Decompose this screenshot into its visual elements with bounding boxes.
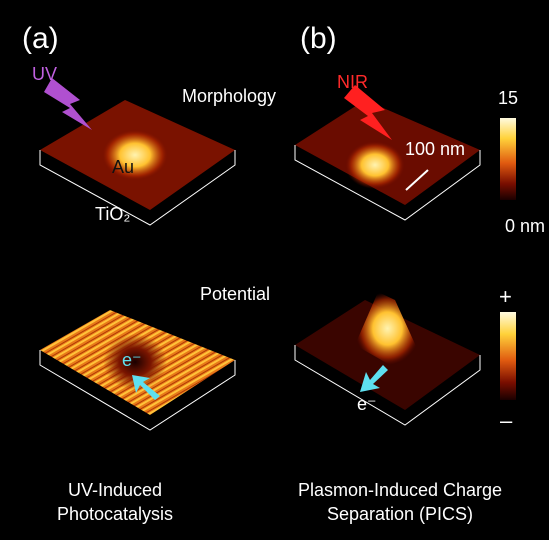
caption: Plasmon-Induced Charge [298, 480, 502, 500]
uv-bolt [44, 78, 92, 130]
electron-label: e⁻ [357, 394, 377, 414]
particle [345, 141, 405, 189]
particle-label: Au [112, 157, 134, 177]
panel-label: (a) [22, 22, 59, 55]
panel-label: (b) [300, 22, 337, 55]
caption: UV-Induced [68, 480, 162, 500]
caption: Separation (PICS) [327, 504, 473, 524]
figure: (a) (b) Morphology Potential UV Au TiO₂ … [0, 0, 549, 540]
colorbar-max: + [499, 284, 512, 309]
light-label: UV [32, 64, 57, 84]
row-label: Morphology [182, 86, 276, 106]
scale-label: 100 nm [405, 139, 465, 159]
colorbar-min: 0 nm [505, 216, 545, 236]
light-label: NIR [337, 72, 368, 92]
colorbar-max: 15 [498, 88, 518, 108]
colorbar [500, 118, 516, 200]
colorbar [500, 312, 516, 400]
row-label: Potential [200, 284, 270, 304]
caption: Photocatalysis [57, 504, 173, 524]
electron-label: e⁻ [122, 350, 142, 370]
colorbar-min: – [500, 408, 513, 433]
substrate-label: TiO₂ [95, 204, 130, 224]
